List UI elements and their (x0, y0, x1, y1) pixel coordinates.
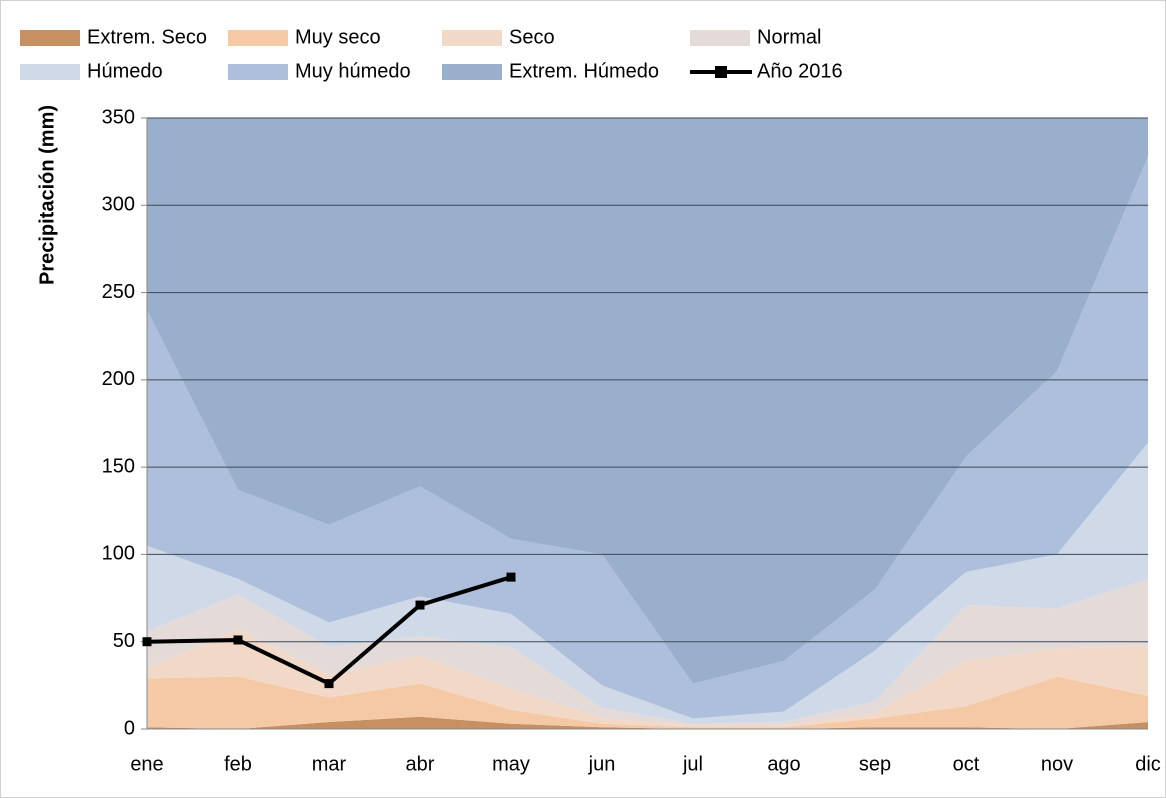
area-band (147, 156, 1148, 719)
x-tick-label: nov (1041, 753, 1073, 775)
line-marker (233, 635, 243, 645)
x-tick-label: dic (1135, 753, 1161, 775)
area-band (147, 716, 1148, 729)
legend-label: Muy seco (295, 26, 381, 48)
legend-label: Extrem. Seco (87, 26, 207, 48)
legend-swatch (20, 30, 80, 46)
x-tick-label: sep (859, 753, 891, 775)
y-tick-label: 200 (102, 368, 135, 390)
area-band (147, 676, 1148, 729)
legend-label: Año 2016 (757, 60, 843, 82)
x-tick-label: ene (130, 753, 163, 775)
legend-label: Normal (757, 26, 821, 48)
line-marker (142, 637, 152, 647)
legend-swatch (442, 64, 502, 80)
area-band (147, 118, 1148, 684)
area-band (147, 629, 1148, 728)
legend-swatch (20, 64, 80, 80)
x-tick-label: jun (588, 753, 616, 775)
y-tick-label: 150 (102, 455, 135, 477)
legend-marker (715, 66, 727, 78)
y-tick-label: 50 (113, 630, 135, 652)
legend-label: Muy húmedo (295, 60, 411, 82)
x-tick-label: feb (224, 753, 252, 775)
y-tick-label: 300 (102, 194, 135, 216)
legend-swatch (442, 30, 502, 46)
x-tick-label: jul (682, 753, 703, 775)
y-tick-label: 250 (102, 281, 135, 303)
y-tick-label: 350 (102, 106, 135, 128)
x-tick-label: mar (312, 753, 347, 775)
legend-swatch (228, 30, 288, 46)
y-axis-label: Precipitación (mm) (36, 105, 58, 285)
legend-label: Extrem. Húmedo (509, 60, 659, 82)
area-band (147, 442, 1148, 724)
x-tick-label: oct (953, 753, 980, 775)
y-tick-label: 0 (124, 717, 135, 739)
legend-swatch (228, 64, 288, 80)
x-tick-label: abr (406, 753, 435, 775)
line-marker (506, 572, 516, 582)
x-tick-label: may (492, 753, 530, 775)
y-tick-label: 100 (102, 543, 135, 565)
line-marker (415, 600, 425, 610)
legend-label: Húmedo (87, 60, 163, 82)
legend-swatch (690, 30, 750, 46)
area-band (147, 578, 1148, 726)
line-marker (324, 679, 334, 689)
legend-label: Seco (509, 26, 555, 48)
x-tick-label: ago (767, 753, 800, 775)
